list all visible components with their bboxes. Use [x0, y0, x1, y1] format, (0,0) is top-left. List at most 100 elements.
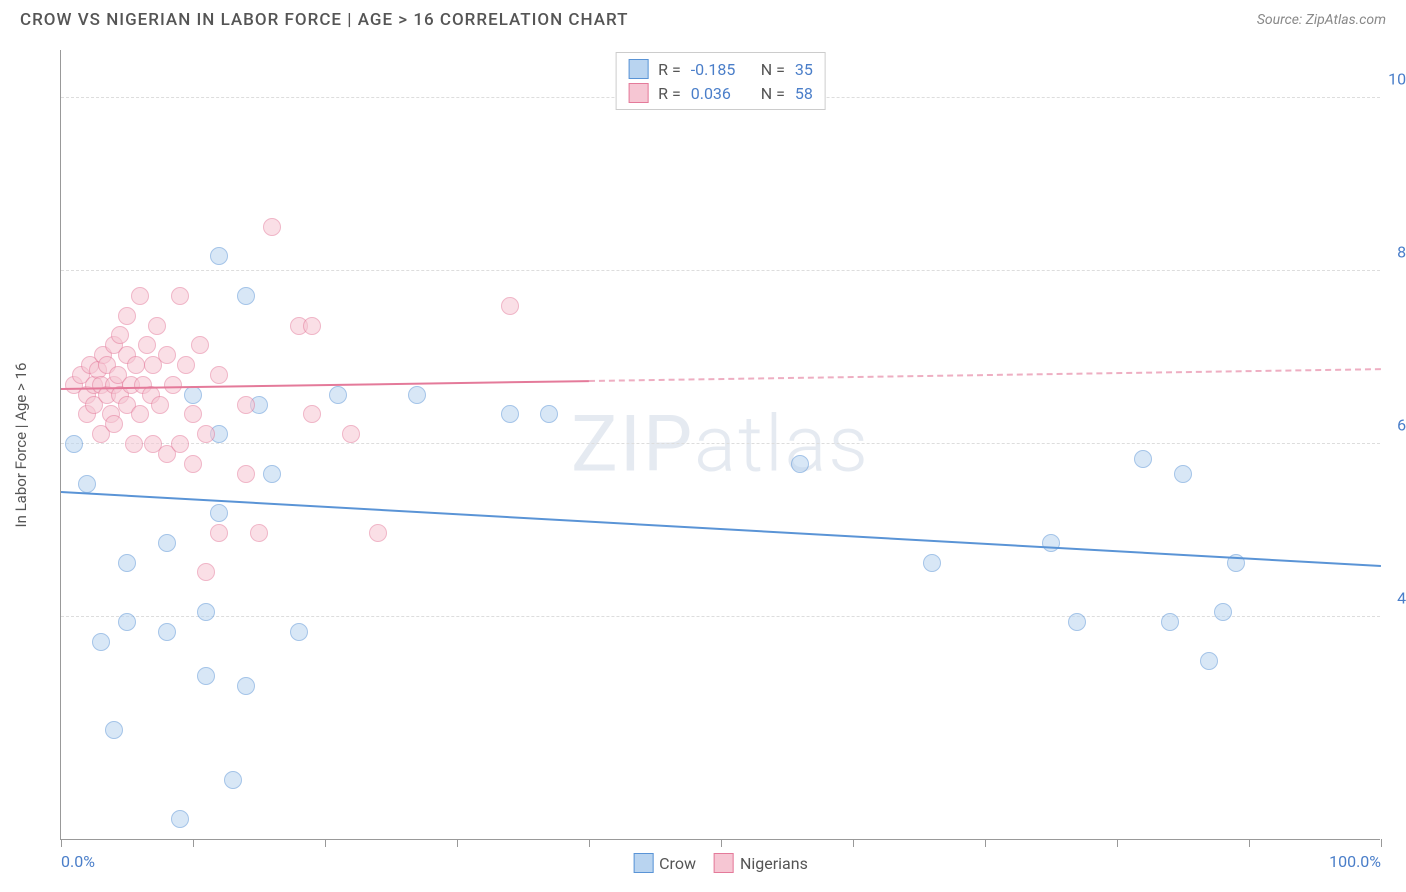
x-tick — [721, 839, 722, 847]
data-point — [1200, 652, 1218, 670]
chart-header: CROW VS NIGERIAN IN LABOR FORCE | AGE > … — [0, 0, 1406, 36]
data-point — [210, 366, 228, 384]
data-point — [1042, 534, 1060, 552]
x-tick — [589, 839, 590, 847]
data-point — [197, 667, 215, 685]
data-point — [105, 721, 123, 739]
x-tick — [1381, 839, 1382, 847]
data-point — [131, 405, 149, 423]
data-point — [540, 405, 558, 423]
data-point — [118, 613, 136, 631]
data-point — [92, 633, 110, 651]
data-point — [118, 307, 136, 325]
data-point — [408, 386, 426, 404]
scatter-chart: In Labor Force | Age > 16 ZIPatlas 47.5%… — [60, 50, 1380, 840]
n-value: 35 — [795, 60, 813, 79]
data-point — [127, 356, 145, 374]
y-tick-label: 82.5% — [1385, 243, 1406, 262]
trend-line-extrapolated — [589, 368, 1381, 382]
data-point — [197, 603, 215, 621]
legend-swatch — [628, 83, 648, 103]
watermark: ZIPatlas — [571, 399, 870, 490]
x-tick-label: 0.0% — [61, 852, 95, 871]
data-point — [78, 475, 96, 493]
n-value: 58 — [795, 84, 813, 103]
chart-title: CROW VS NIGERIAN IN LABOR FORCE | AGE > … — [20, 10, 629, 30]
legend-item: Nigerians — [714, 853, 808, 873]
data-point — [158, 623, 176, 641]
data-point — [1134, 450, 1152, 468]
data-point — [125, 435, 143, 453]
data-point — [184, 455, 202, 473]
data-point — [1161, 613, 1179, 631]
data-point — [237, 287, 255, 305]
y-tick-label: 47.5% — [1385, 588, 1406, 607]
legend-swatch — [714, 853, 734, 873]
data-point — [501, 297, 519, 315]
gridline — [61, 270, 1380, 271]
data-point — [131, 287, 149, 305]
data-point — [158, 346, 176, 364]
data-point — [111, 326, 129, 344]
gridline — [61, 616, 1380, 617]
y-tick-label: 100.0% — [1385, 70, 1406, 89]
data-point — [237, 465, 255, 483]
legend-row: R =-0.185N =35 — [628, 57, 813, 81]
data-point — [263, 218, 281, 236]
data-point — [177, 356, 195, 374]
x-tick — [1117, 839, 1118, 847]
legend-swatch — [633, 853, 653, 873]
n-label: N = — [761, 60, 785, 79]
legend-row: R = 0.036 N = 58 — [628, 81, 813, 105]
data-point — [303, 405, 321, 423]
data-point — [191, 336, 209, 354]
data-point — [224, 771, 242, 789]
gridline — [61, 443, 1380, 444]
legend-item: Crow — [633, 853, 696, 873]
r-value: 0.036 — [691, 84, 751, 103]
y-axis-label: In Labor Force | Age > 16 — [12, 362, 30, 527]
data-point — [197, 563, 215, 581]
data-point — [210, 524, 228, 542]
legend-label: Nigerians — [740, 854, 808, 873]
data-point — [1068, 613, 1086, 631]
x-tick-label: 100.0% — [1329, 852, 1381, 871]
data-point — [138, 336, 156, 354]
x-tick — [61, 839, 62, 847]
x-tick — [193, 839, 194, 847]
data-point — [105, 415, 123, 433]
data-point — [369, 524, 387, 542]
data-point — [1214, 603, 1232, 621]
data-point — [329, 386, 347, 404]
data-point — [158, 534, 176, 552]
data-point — [171, 287, 189, 305]
data-point — [118, 554, 136, 572]
x-tick — [457, 839, 458, 847]
source-attribution: Source: ZipAtlas.com — [1257, 12, 1386, 28]
data-point — [791, 455, 809, 473]
r-value: -0.185 — [691, 60, 751, 79]
data-point — [237, 396, 255, 414]
x-tick — [853, 839, 854, 847]
data-point — [151, 396, 169, 414]
legend-label: Crow — [659, 854, 696, 873]
data-point — [263, 465, 281, 483]
x-tick — [1249, 839, 1250, 847]
x-tick — [985, 839, 986, 847]
data-point — [171, 810, 189, 828]
data-point — [164, 376, 182, 394]
data-point — [210, 247, 228, 265]
n-label: N = — [761, 84, 785, 103]
data-point — [501, 405, 519, 423]
data-point — [303, 317, 321, 335]
r-label: R = — [658, 84, 681, 103]
data-point — [197, 425, 215, 443]
data-point — [1174, 465, 1192, 483]
legend-swatch — [628, 59, 648, 79]
data-point — [237, 677, 255, 695]
data-point — [148, 317, 166, 335]
x-tick — [325, 839, 326, 847]
data-point — [923, 554, 941, 572]
data-point — [210, 504, 228, 522]
data-point — [184, 386, 202, 404]
